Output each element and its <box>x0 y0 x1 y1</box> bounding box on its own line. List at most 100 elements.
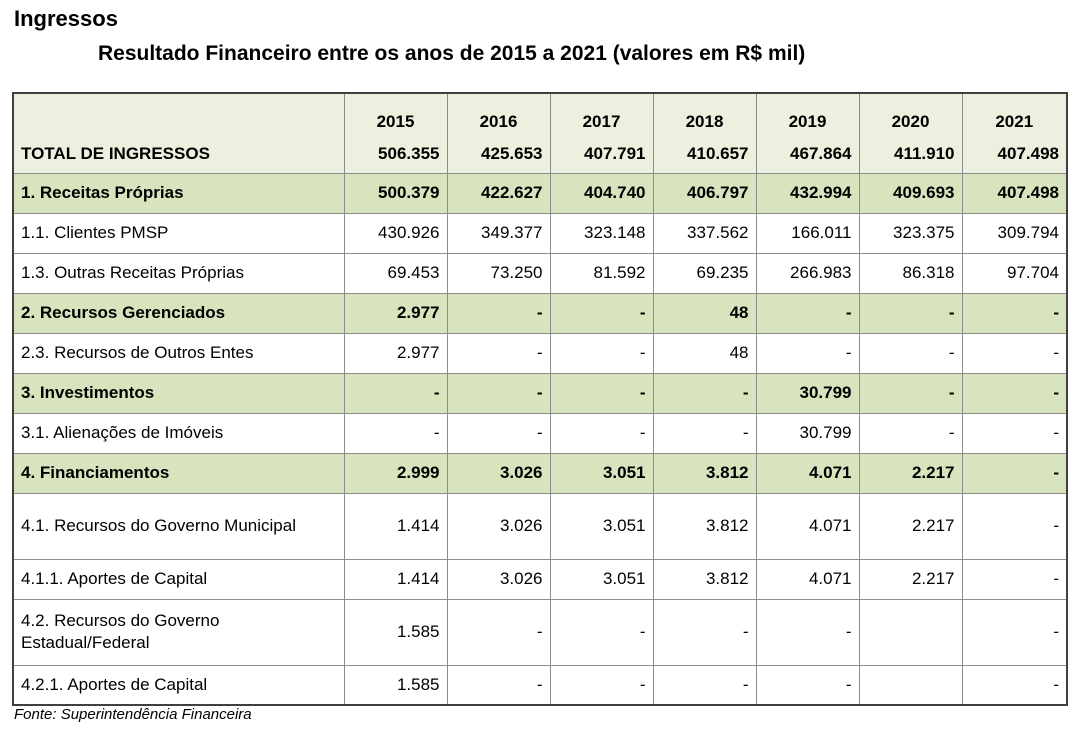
value-cell: 69.235 <box>652 252 757 294</box>
value-cell: - <box>961 372 1068 414</box>
value-cell: 410.657 <box>652 135 757 174</box>
value-cell: - <box>652 664 757 706</box>
year-header-2018: 2018 <box>652 92 757 135</box>
table-row: 3.1. Alienações de Imóveis - - - -30.799- - <box>12 412 1068 454</box>
value-cell: 3.812 <box>652 492 757 560</box>
row-label: 2. Recursos Gerenciados <box>12 292 345 334</box>
header-label-cell <box>12 92 345 135</box>
value-cell: 3.026 <box>446 452 551 494</box>
value-cell: 166.011 <box>755 212 860 254</box>
section-row: 3. Investimentos - - - -30.799- - <box>12 372 1068 414</box>
year-header-2017: 2017 <box>549 92 654 135</box>
value-cell: 2.217 <box>858 558 963 600</box>
value-cell: - <box>549 412 654 454</box>
row-label: 3.1. Alienações de Imóveis <box>12 412 345 454</box>
table-row: 4.2.1. Aportes de Capital 1.585- - - - - <box>12 664 1068 706</box>
value-cell: - <box>961 292 1068 334</box>
section-row: 4. Financiamentos 2.999 3.026 3.051 3.812 4.0… <box>12 452 1068 494</box>
value-cell: 406.797 <box>652 172 757 214</box>
row-label: 2.3. Recursos de Outros Entes <box>12 332 345 374</box>
value-cell: - <box>343 412 448 454</box>
value-cell: 2.217 <box>858 452 963 494</box>
value-cell: 407.498 <box>961 172 1068 214</box>
year-header-2016: 2016 <box>446 92 551 135</box>
row-label: 4.2.1. Aportes de Capital <box>12 664 345 706</box>
value-cell: - <box>446 412 551 454</box>
value-cell: - <box>549 372 654 414</box>
value-cell: 81.592 <box>549 252 654 294</box>
value-cell: - <box>961 452 1068 494</box>
value-cell: 2.977 <box>343 332 448 374</box>
value-cell: - <box>446 664 551 706</box>
value-cell: 3.051 <box>549 452 654 494</box>
header-row: 2015 2016 2017 2018 2019 2020 2021 <box>12 92 1068 135</box>
value-cell: 425.653 <box>446 135 551 174</box>
value-cell: - <box>549 292 654 334</box>
financial-results-table: 2015 2016 2017 2018 2019 2020 2021 TOTAL DE IN… <box>12 92 1068 706</box>
row-label: 4.2. Recursos do Governo Estadual/Federa… <box>12 598 345 666</box>
value-cell: - <box>961 332 1068 374</box>
table-row: 2.3. Recursos de Outros Entes 2.977- -48- -… <box>12 332 1068 374</box>
table-row: 1.3. Outras Receitas Próprias 69.453 73.25… <box>12 252 1068 294</box>
value-cell: 30.799 <box>755 412 860 454</box>
row-label: 4.1. Recursos do Governo Municipal <box>12 492 345 560</box>
value-cell: - <box>858 332 963 374</box>
value-cell: 349.377 <box>446 212 551 254</box>
table-row: 4.1.1. Aportes de Capital 1.414 3.026 3.051… <box>12 558 1068 600</box>
value-cell: - <box>755 332 860 374</box>
value-cell: 404.740 <box>549 172 654 214</box>
table-row: 4.1. Recursos do Governo Municipal 1.414 3… <box>12 492 1068 560</box>
value-cell: 3.026 <box>446 558 551 600</box>
value-cell: 73.250 <box>446 252 551 294</box>
value-cell: 407.498 <box>961 135 1068 174</box>
value-cell: - <box>549 598 654 666</box>
value-cell: 48 <box>652 332 757 374</box>
value-cell: - <box>755 598 860 666</box>
section-row: 2. Recursos Gerenciados 2.977- -48- - - <box>12 292 1068 334</box>
value-cell: 3.812 <box>652 558 757 600</box>
value-cell: 467.864 <box>755 135 860 174</box>
table-row: 4.2. Recursos do Governo Estadual/Federa… <box>12 598 1068 666</box>
row-label: 1. Receitas Próprias <box>12 172 345 214</box>
value-cell: - <box>549 332 654 374</box>
value-cell: 4.071 <box>755 492 860 560</box>
source-note: Fonte: Superintendência Financeira <box>14 706 252 723</box>
row-label: 1.3. Outras Receitas Próprias <box>12 252 345 294</box>
value-cell: - <box>858 292 963 334</box>
row-label: 4.1.1. Aportes de Capital <box>12 558 345 600</box>
value-cell: - <box>755 664 860 706</box>
value-cell: 1.585 <box>343 664 448 706</box>
value-cell: 407.791 <box>549 135 654 174</box>
value-cell: - <box>858 372 963 414</box>
value-cell: 69.453 <box>343 252 448 294</box>
value-cell: 411.910 <box>858 135 963 174</box>
value-cell: 309.794 <box>961 212 1068 254</box>
value-cell: 4.071 <box>755 452 860 494</box>
value-cell: 266.983 <box>755 252 860 294</box>
value-cell: 1.414 <box>343 492 448 560</box>
value-cell: 409.693 <box>858 172 963 214</box>
value-cell: 3.026 <box>446 492 551 560</box>
value-cell <box>858 664 963 706</box>
value-cell: - <box>549 664 654 706</box>
value-cell: - <box>652 598 757 666</box>
value-cell: - <box>446 292 551 334</box>
value-cell: 422.627 <box>446 172 551 214</box>
value-cell: 86.318 <box>858 252 963 294</box>
year-header-2019: 2019 <box>755 92 860 135</box>
row-label: 4. Financiamentos <box>12 452 345 494</box>
value-cell: 1.414 <box>343 558 448 600</box>
value-cell: 430.926 <box>343 212 448 254</box>
value-cell: 323.148 <box>549 212 654 254</box>
value-cell: - <box>755 292 860 334</box>
year-header-2020: 2020 <box>858 92 963 135</box>
value-cell: 4.071 <box>755 558 860 600</box>
year-header-2015: 2015 <box>343 92 448 135</box>
value-cell: 48 <box>652 292 757 334</box>
row-label: 3. Investimentos <box>12 372 345 414</box>
year-header-2021: 2021 <box>961 92 1068 135</box>
value-cell: 2.217 <box>858 492 963 560</box>
value-cell: 3.051 <box>549 492 654 560</box>
value-cell: 3.051 <box>549 558 654 600</box>
section-row: 1. Receitas Próprias 500.379 422.627 404.74… <box>12 172 1068 214</box>
